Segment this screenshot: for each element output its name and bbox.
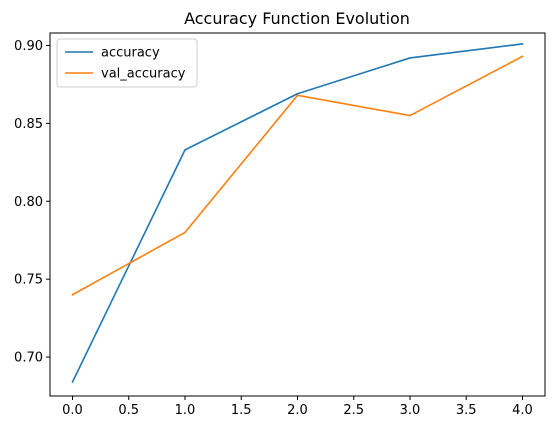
- y-tick-label: 0.70: [14, 351, 43, 366]
- x-tick-label: 1.5: [231, 403, 252, 418]
- legend-label-val-accuracy: val_accuracy: [101, 67, 186, 82]
- legend-box: [56, 38, 198, 88]
- series-line-accuracy: [71, 43, 524, 384]
- x-tick-label: 3.5: [456, 403, 477, 418]
- x-tick-label: 4.0: [512, 403, 533, 418]
- y-tick-label: 0.85: [14, 117, 43, 132]
- legend-label-accuracy: accuracy: [101, 46, 160, 61]
- x-tick-label: 3.0: [400, 403, 421, 418]
- x-tick-label: 0.0: [62, 403, 83, 418]
- x-tick-label: 2.0: [287, 403, 308, 418]
- legend: accuracy val_accuracy: [56, 38, 198, 88]
- x-tick-label: 0.5: [118, 403, 139, 418]
- y-tick-label: 0.90: [14, 39, 43, 54]
- y-tick-label: 0.80: [14, 195, 43, 210]
- x-tick-label: 2.5: [343, 403, 364, 418]
- y-tick-label: 0.75: [14, 273, 43, 288]
- series-line-val-accuracy: [71, 55, 524, 296]
- plot-area: 0.0 0.5 1.0 1.5 2.0 2.5 3.0 3.5 4.0 0.70 0.75 0.80 0…: [14, 32, 546, 418]
- chart-title: Accuracy Function Evolution: [184, 9, 410, 28]
- x-tick-label: 1.0: [175, 403, 196, 418]
